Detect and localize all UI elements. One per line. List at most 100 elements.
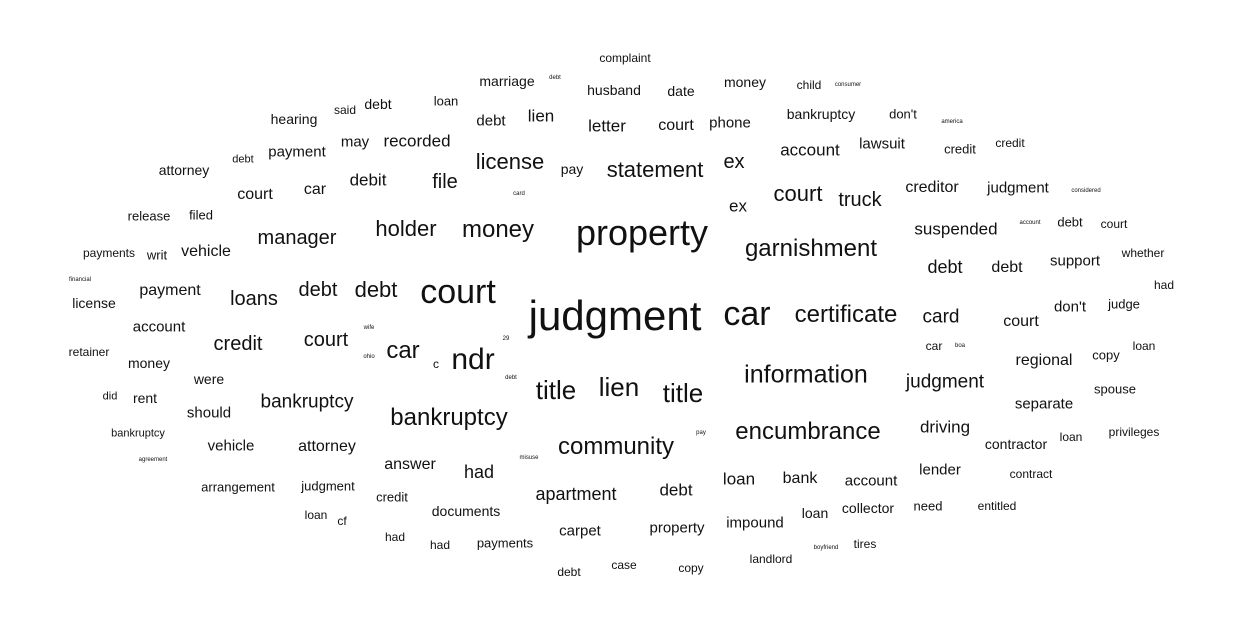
cloud-word: pay — [560, 161, 584, 177]
cloud-word: card — [513, 191, 525, 197]
cloud-word: credit — [995, 136, 1025, 150]
cloud-word: regional — [1015, 352, 1073, 369]
cloud-word: retainer — [68, 345, 110, 359]
cloud-word: loan — [304, 508, 328, 522]
cloud-word: debt — [354, 277, 398, 302]
cloud-word: debit — [349, 170, 387, 190]
cloud-word: whether — [1121, 246, 1165, 260]
cloud-word: title — [662, 378, 704, 408]
cloud-word: debt — [232, 153, 254, 166]
cloud-word: creditor — [905, 179, 959, 196]
cloud-word: lien — [598, 372, 640, 402]
cloud-word: car — [723, 295, 771, 333]
cloud-word: court — [658, 117, 694, 134]
cloud-word: account — [132, 318, 186, 336]
cloud-word: information — [744, 360, 868, 389]
cloud-word: separate — [1014, 395, 1074, 413]
cloud-word: credit — [213, 333, 263, 355]
cloud-word: manager — [257, 227, 337, 249]
cloud-word: attorney — [158, 162, 210, 178]
cloud-word: don't — [889, 106, 917, 122]
cloud-word: court — [1100, 217, 1128, 231]
cloud-word: attorney — [298, 438, 356, 455]
cloud-word: payments — [476, 535, 534, 551]
cloud-word: agreement — [138, 457, 168, 463]
cloud-word: account — [780, 140, 840, 160]
cloud-word: payment — [268, 143, 326, 161]
cloud-word: debt — [298, 279, 338, 301]
cloud-word: cf — [337, 514, 347, 528]
cloud-word: lender — [919, 461, 961, 479]
cloud-word: ex — [729, 196, 747, 216]
cloud-word: court — [1003, 313, 1039, 330]
cloud-word: copy — [1092, 347, 1120, 363]
cloud-word: encumbrance — [735, 418, 881, 445]
cloud-word: contractor — [984, 436, 1048, 452]
cloud-word: support — [1049, 252, 1101, 270]
cloud-word: release — [127, 208, 171, 224]
cloud-word: loan — [1132, 339, 1156, 353]
cloud-word: truck — [838, 189, 882, 211]
cloud-word: debt — [1057, 214, 1083, 230]
cloud-word: property — [575, 212, 709, 253]
cloud-word: had — [429, 538, 451, 552]
cloud-word: documents — [431, 503, 501, 519]
cloud-word: debt — [557, 565, 581, 579]
cloud-word: money — [461, 216, 535, 243]
cloud-word: car — [386, 337, 420, 364]
cloud-word: property — [649, 519, 705, 537]
cloud-word: debt — [927, 257, 963, 277]
cloud-word: may — [340, 133, 370, 151]
cloud-word: judgment — [301, 478, 355, 494]
cloud-word: were — [193, 371, 225, 387]
cloud-word: should — [186, 404, 232, 422]
cloud-word: ex — [723, 151, 745, 173]
cloud-word: wife — [363, 325, 375, 331]
cloud-word: holder — [375, 216, 437, 241]
cloud-word: judgment — [987, 179, 1049, 197]
cloud-word: c — [433, 357, 439, 371]
cloud-word: said — [333, 103, 357, 117]
cloud-word: had — [384, 530, 406, 544]
cloud-word: did — [102, 390, 118, 403]
cloud-word: vehicle — [181, 243, 231, 260]
cloud-word: impound — [726, 514, 784, 532]
cloud-word: arrangement — [201, 479, 275, 495]
cloud-word: filed — [189, 207, 213, 223]
cloud-word: misuse — [519, 455, 539, 461]
cloud-word: account — [1019, 220, 1041, 226]
cloud-word: date — [667, 83, 695, 99]
cloud-word: judge — [1108, 296, 1140, 312]
cloud-word: recorded — [383, 131, 451, 151]
cloud-word: had — [1153, 278, 1175, 292]
cloud-word: lien — [527, 106, 555, 126]
cloud-word: lawsuit — [859, 135, 905, 153]
cloud-word: suspended — [914, 219, 998, 239]
cloud-word: boyfriend — [813, 545, 839, 551]
cloud-word: pay — [696, 430, 706, 436]
cloud-word: vehicle — [207, 437, 255, 455]
cloud-word: case — [611, 558, 637, 572]
cloud-word: judgment — [905, 371, 985, 393]
cloud-word: garnishment — [744, 235, 878, 262]
cloud-word: ndr — [451, 343, 495, 376]
cloud-word: loan — [722, 469, 756, 489]
cloud-word: bankruptcy — [390, 404, 508, 431]
cloud-word: husband — [587, 82, 641, 98]
cloud-word: phone — [709, 114, 751, 132]
cloud-word: carpet — [559, 522, 601, 540]
cloud-word: community — [557, 433, 675, 460]
cloud-word: car — [303, 181, 327, 198]
cloud-word: title — [535, 375, 577, 405]
cloud-word: certificate — [794, 301, 898, 328]
cloud-word: bankruptcy — [260, 391, 354, 413]
cloud-word: debt — [549, 75, 561, 81]
cloud-word: debt — [476, 112, 506, 130]
cloud-word: tires — [853, 537, 877, 551]
cloud-word: debt — [991, 259, 1023, 276]
cloud-word: driving — [919, 417, 971, 437]
cloud-word: answer — [384, 456, 436, 473]
cloud-word: 29 — [502, 336, 510, 342]
cloud-word: had — [463, 462, 495, 482]
